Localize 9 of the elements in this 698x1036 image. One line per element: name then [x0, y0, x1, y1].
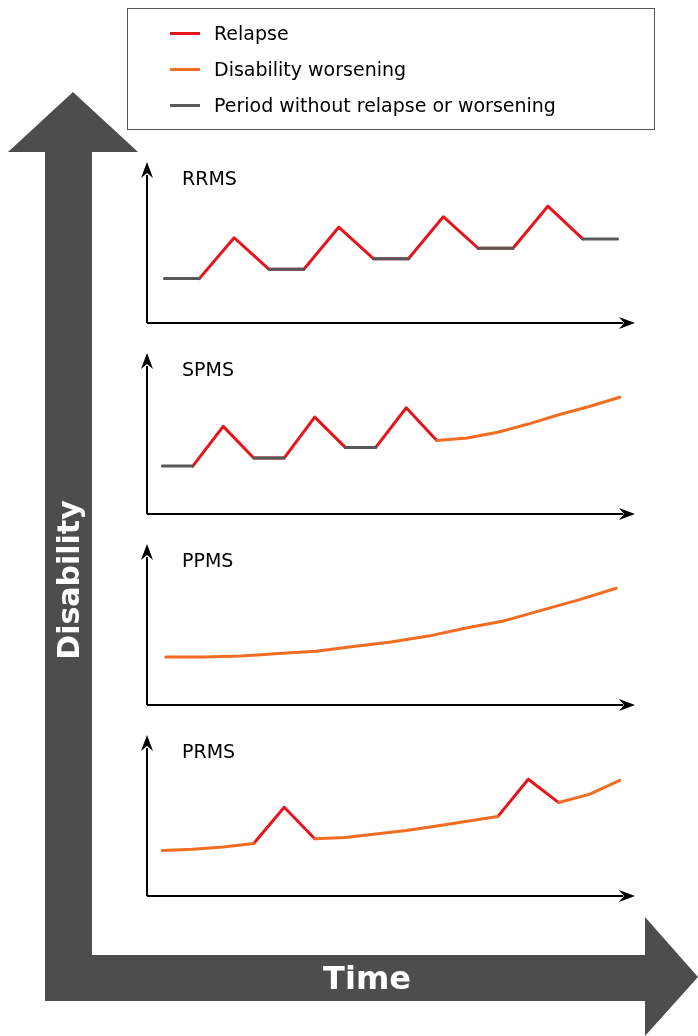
chart-title: PRMS [182, 740, 236, 762]
chart-title: SPMS [182, 358, 234, 380]
y-axis-title: Disability [50, 500, 86, 660]
chart-title: PPMS [182, 549, 234, 571]
legend-label: Disability worsening [214, 58, 407, 80]
x-axis-title: Time [323, 959, 411, 997]
chart-title: RRMS [182, 167, 237, 189]
legend-label: Relapse [214, 22, 289, 44]
legend-label: Period without relapse or worsening [214, 94, 556, 116]
